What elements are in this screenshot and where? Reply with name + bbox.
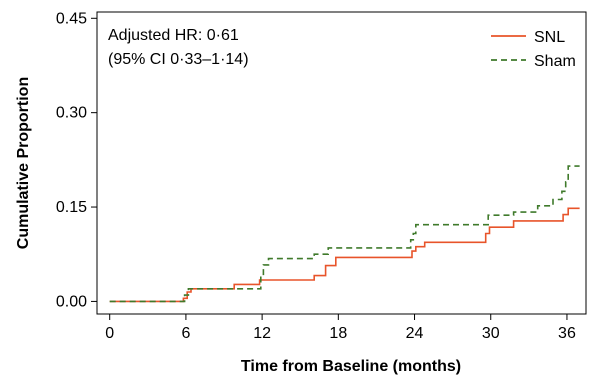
axes: 0 6 12 18 24 30 36 0.00 0.15 0.30 0.45 bbox=[56, 10, 587, 342]
x-tick-label: 6 bbox=[181, 325, 190, 342]
y-tick-label: 0.15 bbox=[56, 199, 87, 216]
ci-annotation: (95% CI 0·33–1·14) bbox=[108, 51, 249, 68]
x-axis-title: Time from Baseline (months) bbox=[241, 358, 461, 375]
y-axis-title: Cumulative Proportion bbox=[15, 77, 32, 249]
plot-frame bbox=[96, 11, 587, 315]
x-tick-label: 24 bbox=[406, 325, 424, 342]
legend-label-snl: SNL bbox=[534, 29, 565, 46]
series-line-snl bbox=[109, 207, 580, 303]
y-tick-label: 0.00 bbox=[56, 293, 87, 310]
hr-annotation: Adjusted HR: 0·61 bbox=[108, 27, 239, 44]
legend-label-sham: Sham bbox=[534, 53, 576, 70]
x-tick-label: 12 bbox=[253, 325, 271, 342]
series-line-sham bbox=[109, 165, 580, 303]
x-tick-label: 0 bbox=[105, 325, 114, 342]
y-tick-label: 0.30 bbox=[56, 105, 87, 122]
x-tick-label: 18 bbox=[329, 325, 347, 342]
legend: SNL Sham bbox=[491, 29, 576, 70]
y-tick-label: 0.45 bbox=[56, 10, 87, 27]
x-tick-label: 36 bbox=[558, 325, 576, 342]
x-tick-label: 30 bbox=[482, 325, 500, 342]
plot-area bbox=[109, 165, 580, 303]
